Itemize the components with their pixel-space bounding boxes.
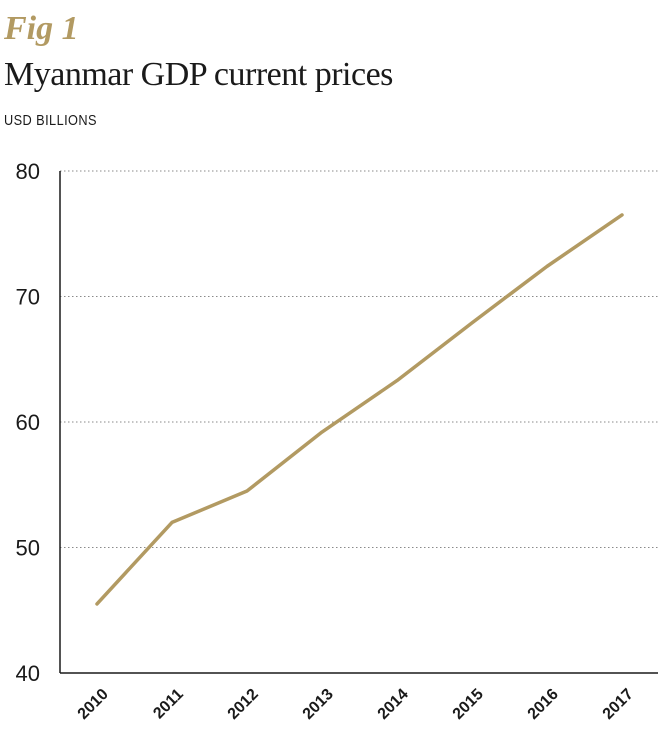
data-point bbox=[95, 602, 99, 606]
y-tick-label: 40 bbox=[16, 661, 40, 686]
x-tick-label: 2013 bbox=[300, 686, 337, 723]
y-tick-label: 80 bbox=[16, 159, 40, 184]
data-point bbox=[395, 379, 399, 382]
chart-subtitle: USD BILLIONS bbox=[4, 112, 97, 129]
data-point bbox=[545, 265, 549, 268]
data-point bbox=[170, 521, 174, 524]
x-tick-label: 2014 bbox=[375, 686, 412, 723]
y-tick-label: 60 bbox=[16, 410, 40, 435]
series-line bbox=[95, 213, 624, 606]
x-tick-label: 2011 bbox=[150, 686, 187, 723]
y-tick-label: 50 bbox=[16, 536, 40, 561]
figure-label: Fig 1 bbox=[4, 10, 79, 47]
data-point bbox=[245, 489, 249, 493]
data-point bbox=[620, 213, 624, 217]
x-tick-label: 2010 bbox=[75, 686, 112, 723]
data-point bbox=[320, 430, 324, 434]
x-tick-label: 2016 bbox=[525, 686, 562, 723]
x-tick-label: 2012 bbox=[225, 686, 262, 723]
y-tick-label: 70 bbox=[16, 285, 40, 310]
x-tick-label: 2015 bbox=[450, 686, 487, 723]
x-tick-label: 2017 bbox=[600, 686, 637, 723]
chart-title: Myanmar GDP current prices bbox=[4, 56, 393, 93]
data-point bbox=[470, 321, 474, 325]
